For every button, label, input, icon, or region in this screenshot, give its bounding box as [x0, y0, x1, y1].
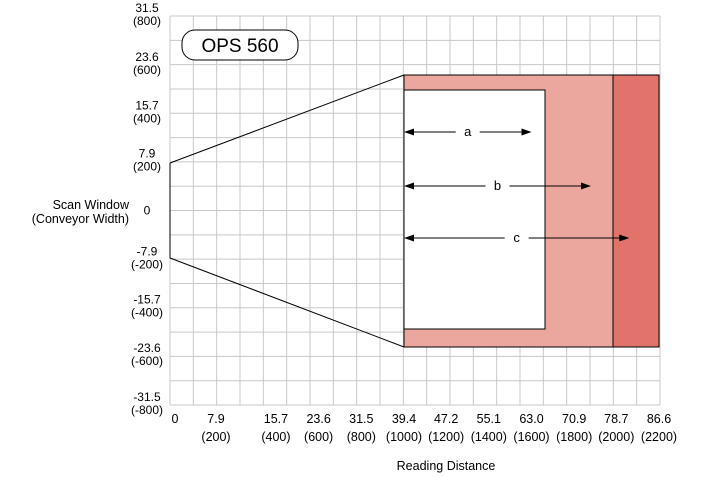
y-axis-title-line1: Scan Window — [53, 198, 130, 212]
x-tick-label-mm: (1400) — [471, 430, 507, 444]
y-axis-title: Scan Window (Conveyor Width) — [32, 198, 130, 226]
x-tick-label-mm: (600) — [304, 430, 333, 444]
y-tick-label-mm: (-200) — [131, 257, 163, 271]
y-tick-label: -31.5 — [133, 390, 161, 404]
x-axis-tick-labels: 0 7.9 (200) 15.7 (400) 23.6 (600) 31.5 (800) 39.4… — [172, 412, 678, 444]
x-tick-label-mm: (1200) — [428, 430, 464, 444]
badge-label: OPS 560 — [201, 36, 278, 57]
x-tick-label-mm: (1600) — [513, 430, 549, 444]
y-tick-label: 23.6 — [135, 50, 159, 64]
x-tick-label: 70.9 — [562, 412, 586, 426]
zones — [403, 74, 660, 348]
x-tick-label: 15.7 — [264, 412, 288, 426]
y-axis-title-line2: (Conveyor Width) — [32, 212, 129, 226]
range-label-b: b — [494, 178, 501, 193]
x-tick-label-mm: (1800) — [556, 430, 592, 444]
x-tick-label: 78.7 — [604, 412, 628, 426]
y-tick-label: -7.9 — [137, 244, 158, 258]
x-tick-label-mm: (200) — [201, 430, 230, 444]
x-tick-label: 63.0 — [519, 412, 543, 426]
scan-beam — [169, 74, 405, 348]
arrowhead-right — [581, 182, 591, 190]
x-tick-label: 7.9 — [207, 412, 224, 426]
y-tick-label-mm: (-400) — [131, 305, 163, 319]
x-tick-label: 86.6 — [647, 412, 671, 426]
arrowhead-right — [619, 234, 630, 242]
x-tick-label-mm: (2200) — [641, 430, 677, 444]
y-tick-label: 15.7 — [135, 99, 159, 113]
y-axis-tick-labels: 31.5(800) 23.6(600) 15.7(400) 7.9(200) 0 -7.9… — [131, 1, 163, 417]
x-tick-label: 0 — [172, 412, 179, 426]
beam-upper-edge — [169, 74, 405, 164]
x-tick-label: 23.6 — [306, 412, 330, 426]
range-arrows: a b c — [404, 124, 630, 245]
arrowhead-left — [404, 234, 414, 242]
y-tick-label: -23.6 — [133, 341, 161, 355]
y-tick-label: -15.7 — [133, 292, 161, 306]
x-tick-label-mm: (400) — [261, 430, 290, 444]
y-tick-label: 0 — [144, 204, 151, 218]
arrowhead-right — [521, 128, 532, 136]
arrowhead-left — [404, 182, 414, 190]
x-tick-label-mm: (800) — [347, 430, 376, 444]
y-tick-label-mm: (-600) — [131, 354, 163, 368]
x-tick-label: 47.2 — [434, 412, 458, 426]
x-tick-label: 55.1 — [477, 412, 501, 426]
product-badge: OPS 560 — [181, 29, 299, 61]
arrowhead-left — [404, 128, 414, 136]
range-arrow-b: b — [404, 178, 591, 193]
y-tick-label: 7.9 — [139, 147, 156, 161]
range-label-a: a — [464, 124, 472, 139]
y-tick-label-mm: (600) — [133, 63, 161, 77]
x-axis-title: Reading Distance — [397, 459, 496, 473]
y-tick-label-mm: (400) — [133, 112, 161, 126]
y-tick-label-mm: (200) — [133, 160, 161, 174]
y-tick-label: 31.5 — [135, 1, 159, 15]
range-arrow-c: c — [404, 230, 630, 245]
beam-lower-edge — [169, 257, 405, 348]
x-tick-label: 31.5 — [349, 412, 373, 426]
range-arrow-a: a — [404, 124, 532, 139]
range-zone-c — [612, 74, 660, 348]
badge-frame — [181, 29, 299, 61]
y-tick-label-mm: (800) — [133, 14, 161, 28]
range-label-c: c — [513, 230, 520, 245]
x-tick-label-mm: (2000) — [598, 430, 634, 444]
x-tick-label-mm: (1000) — [386, 430, 422, 444]
x-tick-label: 39.4 — [392, 412, 416, 426]
y-tick-label-mm: (-800) — [131, 403, 163, 417]
range-zone-a-window — [403, 89, 546, 330]
